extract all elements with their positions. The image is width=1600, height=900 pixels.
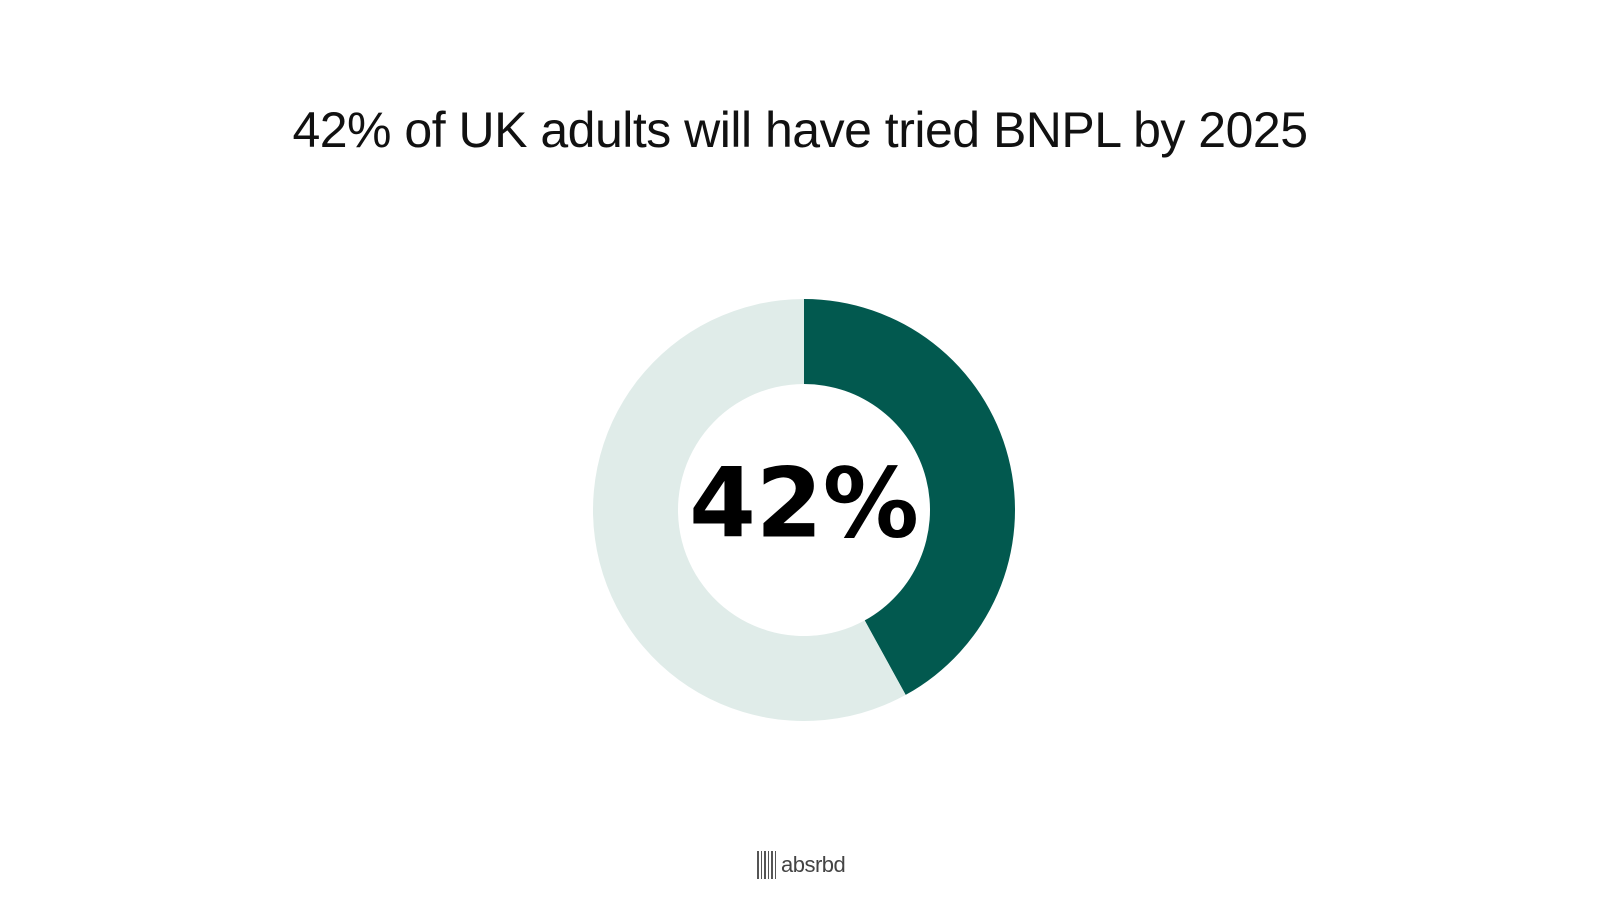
slice-highlight <box>804 299 1016 695</box>
brand-logo: absrbd <box>757 850 846 880</box>
chart-title: 42% of UK adults will have tried BNPL by… <box>292 102 1308 158</box>
center-value-label: 42% <box>689 447 919 559</box>
logo-text: absrbd <box>781 852 846 877</box>
barcode-icon <box>757 851 778 879</box>
slice-remainder <box>593 299 906 721</box>
